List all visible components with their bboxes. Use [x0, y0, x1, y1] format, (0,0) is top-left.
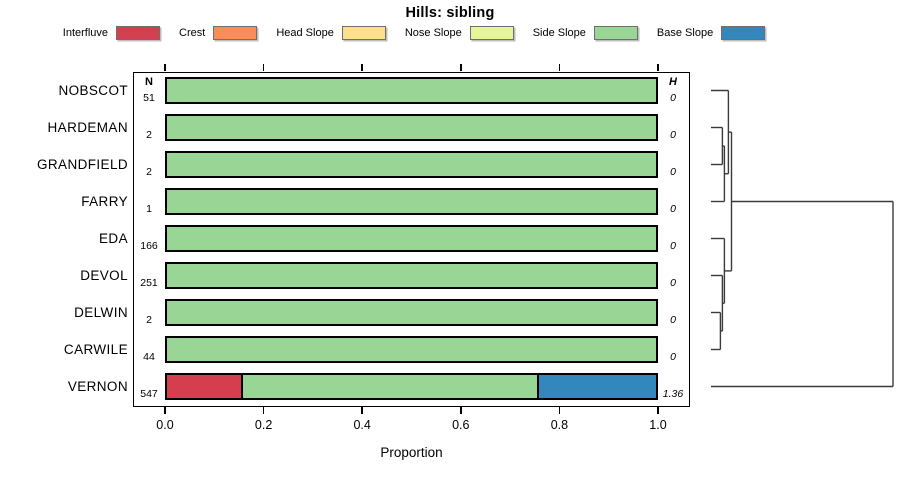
x-tick-label: 1.0	[649, 418, 667, 432]
stacked-bar-delwin	[165, 299, 658, 326]
stacked-bar-farry	[165, 188, 658, 215]
n-value: 547	[140, 388, 158, 400]
h-value: 0	[670, 203, 676, 215]
h-value: 1.36	[662, 388, 684, 400]
x-axis-tick-bottom	[262, 406, 265, 414]
bar-segment-side-slope	[167, 338, 656, 361]
h-value: 0	[670, 166, 676, 178]
x-axis-tick-top	[657, 64, 659, 71]
h-value: 0	[670, 129, 676, 141]
h-value: 0	[670, 240, 676, 252]
x-tick-label: 0.0	[156, 418, 174, 432]
legend-item-head-slope: Head Slope	[276, 26, 386, 40]
x-tick-label: 0.4	[353, 418, 371, 432]
legend-label: Base Slope	[656, 27, 714, 39]
h-column-header: H	[669, 76, 677, 88]
legend-swatch-icon	[116, 26, 161, 40]
legend-swatch-icon	[341, 26, 386, 40]
n-value: 51	[143, 92, 155, 104]
legend-label: Interfluve	[62, 27, 109, 39]
h-value: 0	[670, 314, 676, 326]
row-label-grandfield: GRANDFIELD	[36, 156, 128, 172]
legend: Interfluve Crest Head Slope Nose Slope Side …	[0, 24, 828, 42]
bar-segment-base-slope	[536, 375, 656, 398]
plot-frame	[133, 72, 690, 407]
stacked-bar-devol	[165, 262, 658, 289]
stacked-bar-grandfield	[165, 151, 658, 178]
h-value: 0	[670, 351, 676, 363]
x-axis-tick-bottom	[460, 406, 462, 414]
h-value: 0	[670, 92, 676, 104]
stacked-bar-vernon	[165, 373, 658, 400]
x-axis-tick-bottom	[558, 406, 561, 414]
n-value: 44	[143, 351, 155, 363]
legend-swatch-icon	[469, 26, 514, 40]
legend-item-base-slope: Base Slope	[656, 26, 766, 40]
stacked-bar-carwile	[165, 336, 658, 363]
n-value: 1	[146, 203, 152, 215]
row-label-hardeman: HARDEMAN	[47, 119, 128, 135]
n-column-header: N	[145, 76, 153, 88]
x-axis-tick-top	[164, 64, 166, 71]
x-tick-label: 0.8	[550, 418, 569, 432]
x-axis-tick-top	[460, 64, 462, 71]
n-value: 251	[140, 277, 158, 289]
row-label-vernon: VERNON	[67, 378, 128, 394]
n-value: 2	[146, 129, 152, 141]
h-value: 0	[670, 277, 676, 289]
bar-segment-side-slope	[167, 301, 656, 324]
n-value: 166	[140, 240, 158, 252]
bar-segment-side-slope	[241, 375, 537, 398]
bar-segment-side-slope	[167, 116, 656, 139]
stacked-bar-eda	[165, 225, 658, 252]
bar-segment-side-slope	[167, 79, 656, 102]
legend-label: Crest	[179, 27, 206, 39]
bar-segment-side-slope	[167, 153, 656, 176]
x-axis-tick-top	[361, 64, 363, 71]
x-axis-tick-top	[558, 64, 561, 71]
x-axis-tick-bottom	[657, 406, 659, 414]
bar-segment-side-slope	[167, 264, 656, 287]
x-axis-tick-bottom	[361, 406, 363, 414]
stacked-bar-nobscot	[165, 77, 658, 104]
x-axis-title: Proportion	[380, 445, 443, 460]
row-label-farry: FARRY	[81, 193, 128, 209]
x-tick-label: 0.6	[452, 418, 470, 432]
dendrogram	[711, 89, 894, 388]
stacked-bar-hardeman	[165, 114, 658, 141]
bar-segment-interfluve	[167, 375, 242, 398]
legend-label: Nose Slope	[404, 27, 462, 39]
legend-swatch-icon	[593, 26, 638, 40]
x-tick-label: 0.2	[254, 418, 273, 432]
legend-label: Side Slope	[532, 27, 586, 39]
n-value: 2	[146, 314, 152, 326]
n-value: 2	[146, 166, 152, 178]
bar-segment-side-slope	[167, 227, 656, 250]
legend-item-interfluve: Interfluve	[62, 26, 161, 40]
legend-item-crest: Crest	[179, 26, 258, 40]
legend-swatch-icon	[213, 26, 258, 40]
row-label-delwin: DELWIN	[74, 304, 128, 320]
legend-item-side-slope: Side Slope	[533, 26, 638, 40]
legend-item-nose-slope: Nose Slope	[405, 26, 514, 40]
legend-label: Head Slope	[276, 27, 334, 39]
bar-segment-side-slope	[167, 190, 656, 213]
x-axis-tick-bottom	[164, 406, 166, 414]
chart-title: Hills: sibling	[405, 5, 495, 21]
row-label-eda: EDA	[99, 230, 128, 246]
row-label-devol: DEVOL	[80, 267, 128, 283]
row-label-carwile: CARWILE	[63, 341, 128, 357]
x-axis-tick-top	[262, 64, 265, 71]
legend-swatch-icon	[721, 26, 766, 40]
row-label-nobscot: NOBSCOT	[58, 82, 128, 98]
